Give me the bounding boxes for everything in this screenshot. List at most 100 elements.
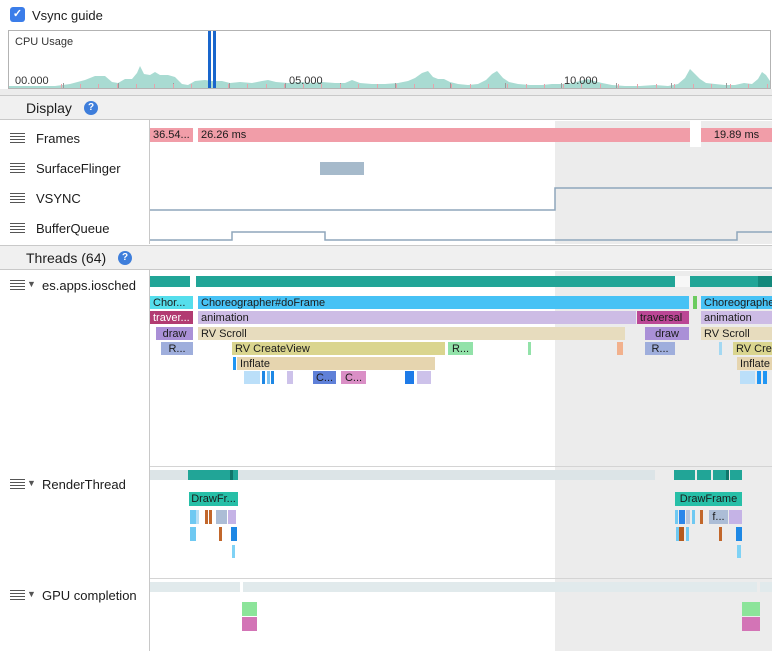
time-axis-label: 10.000: [564, 75, 598, 87]
check-icon: ✓: [12, 8, 23, 20]
trace-span[interactable]: [405, 371, 414, 384]
trace-span[interactable]: [233, 357, 236, 370]
trace-span[interactable]: Chor...: [150, 296, 193, 309]
trace-span[interactable]: Choreographer#doFrame: [701, 296, 772, 309]
gpu-completion-span[interactable]: [242, 617, 257, 631]
trace-span[interactable]: [219, 527, 222, 541]
collapse-icon[interactable]: ▼: [27, 279, 36, 289]
frame-span[interactable]: 36.54...: [150, 128, 193, 142]
trace-span[interactable]: [617, 342, 623, 355]
trace-span[interactable]: [693, 296, 697, 309]
trace-span[interactable]: RV Scroll: [701, 327, 772, 340]
trace-span[interactable]: [757, 371, 761, 384]
collapse-icon[interactable]: ▼: [27, 478, 36, 488]
trace-span[interactable]: [267, 371, 270, 384]
frame-span[interactable]: 26.26 ms: [198, 128, 690, 142]
trace-span[interactable]: [271, 371, 274, 384]
track-row-gpu-completion[interactable]: ▼ GPU completion: [0, 587, 148, 603]
trace-span[interactable]: [196, 510, 199, 524]
trace-span[interactable]: f...: [709, 510, 728, 524]
trace-span[interactable]: draw: [156, 327, 193, 340]
trace-span[interactable]: [686, 510, 690, 524]
trace-span[interactable]: [679, 527, 684, 541]
drag-handle-icon[interactable]: [10, 133, 25, 144]
trace-span[interactable]: Inflate: [737, 357, 772, 370]
trace-span[interactable]: [190, 527, 193, 541]
help-icon[interactable]: ?: [84, 101, 98, 115]
cpu-usage-chart[interactable]: [9, 31, 770, 88]
track-row-iosched[interactable]: ▼ es.apps.iosched: [0, 277, 148, 293]
trace-span[interactable]: [719, 342, 722, 355]
trace-span[interactable]: [232, 545, 235, 558]
drag-handle-icon[interactable]: [10, 280, 25, 291]
trace-span[interactable]: DrawFr...: [189, 492, 238, 506]
gpu-completion-span[interactable]: [242, 602, 257, 616]
frame-boundary-tick: [637, 84, 638, 88]
track-row-bufferqueue[interactable]: BufferQueue: [0, 220, 148, 236]
trace-span[interactable]: Choreographer#doFrame: [198, 296, 689, 309]
trace-span[interactable]: [729, 510, 742, 524]
gpu-completion-span[interactable]: [742, 602, 760, 616]
gpu-completion-span[interactable]: [742, 617, 760, 631]
trace-span[interactable]: RV CreateView: [232, 342, 445, 355]
trace-span[interactable]: [262, 371, 265, 384]
vsync-guide-checkbox[interactable]: ✓: [10, 7, 25, 22]
track-label: BufferQueue: [36, 221, 110, 236]
trace-span[interactable]: [528, 342, 531, 355]
trace-span[interactable]: DrawFrame: [675, 492, 742, 506]
trace-span[interactable]: R...: [448, 342, 473, 355]
trace-span[interactable]: RV Scroll: [198, 327, 625, 340]
cpu-usage-panel[interactable]: CPU Usage 00.000 05.000 10.000: [8, 30, 771, 89]
drag-handle-icon[interactable]: [10, 223, 25, 234]
trace-span[interactable]: [231, 527, 237, 541]
trace-span[interactable]: Inflate: [237, 357, 435, 370]
trace-span[interactable]: [763, 371, 767, 384]
trace-span[interactable]: [244, 371, 260, 384]
trace-span[interactable]: [205, 510, 208, 524]
trace-span[interactable]: [209, 510, 212, 524]
track-row-surfaceflinger[interactable]: SurfaceFlinger: [0, 160, 148, 176]
trace-span[interactable]: [287, 371, 293, 384]
trace-span[interactable]: [417, 371, 431, 384]
axis-tick: [63, 83, 64, 88]
trace-span[interactable]: C...: [341, 371, 366, 384]
trace-span[interactable]: [190, 510, 193, 524]
trace-span[interactable]: [692, 510, 695, 524]
trace-span[interactable]: C...: [313, 371, 336, 384]
frame-boundary-tick: [303, 84, 304, 88]
track-row-renderthread[interactable]: ▼ RenderThread: [0, 476, 148, 492]
trace-span[interactable]: [193, 527, 196, 541]
help-icon[interactable]: ?: [118, 251, 132, 265]
axis-tick: [561, 83, 562, 88]
trace-span[interactable]: [676, 527, 679, 541]
trace-span[interactable]: RV CreateView: [733, 342, 772, 355]
track-row-frames[interactable]: Frames: [0, 130, 148, 146]
frame-span[interactable]: 19.89 ms: [701, 128, 772, 142]
trace-span[interactable]: draw: [645, 327, 689, 340]
trace-span[interactable]: [736, 527, 742, 541]
trace-span[interactable]: [700, 510, 703, 524]
drag-handle-icon[interactable]: [10, 479, 25, 490]
drag-handle-icon[interactable]: [10, 193, 25, 204]
surfaceflinger-span[interactable]: [320, 162, 364, 175]
trace-span[interactable]: [216, 510, 227, 524]
drag-handle-icon[interactable]: [10, 163, 25, 174]
trace-span[interactable]: [675, 510, 678, 524]
collapse-icon[interactable]: ▼: [27, 589, 36, 599]
trace-span[interactable]: [193, 510, 196, 524]
trace-span[interactable]: [686, 527, 689, 541]
trace-span[interactable]: R...: [161, 342, 193, 355]
frame-boundary-tick: [526, 84, 527, 88]
trace-span[interactable]: animation: [198, 311, 636, 324]
drag-handle-icon[interactable]: [10, 590, 25, 601]
track-row-vsync[interactable]: VSYNC: [0, 190, 148, 206]
trace-span[interactable]: [228, 510, 236, 524]
trace-span[interactable]: [679, 510, 685, 524]
trace-span[interactable]: animation: [701, 311, 772, 324]
trace-span[interactable]: R...: [645, 342, 675, 355]
trace-span[interactable]: [737, 545, 741, 558]
trace-span[interactable]: [719, 527, 722, 541]
trace-span[interactable]: [740, 371, 755, 384]
trace-span[interactable]: traver...: [150, 311, 193, 324]
trace-span[interactable]: traversal: [637, 311, 689, 324]
